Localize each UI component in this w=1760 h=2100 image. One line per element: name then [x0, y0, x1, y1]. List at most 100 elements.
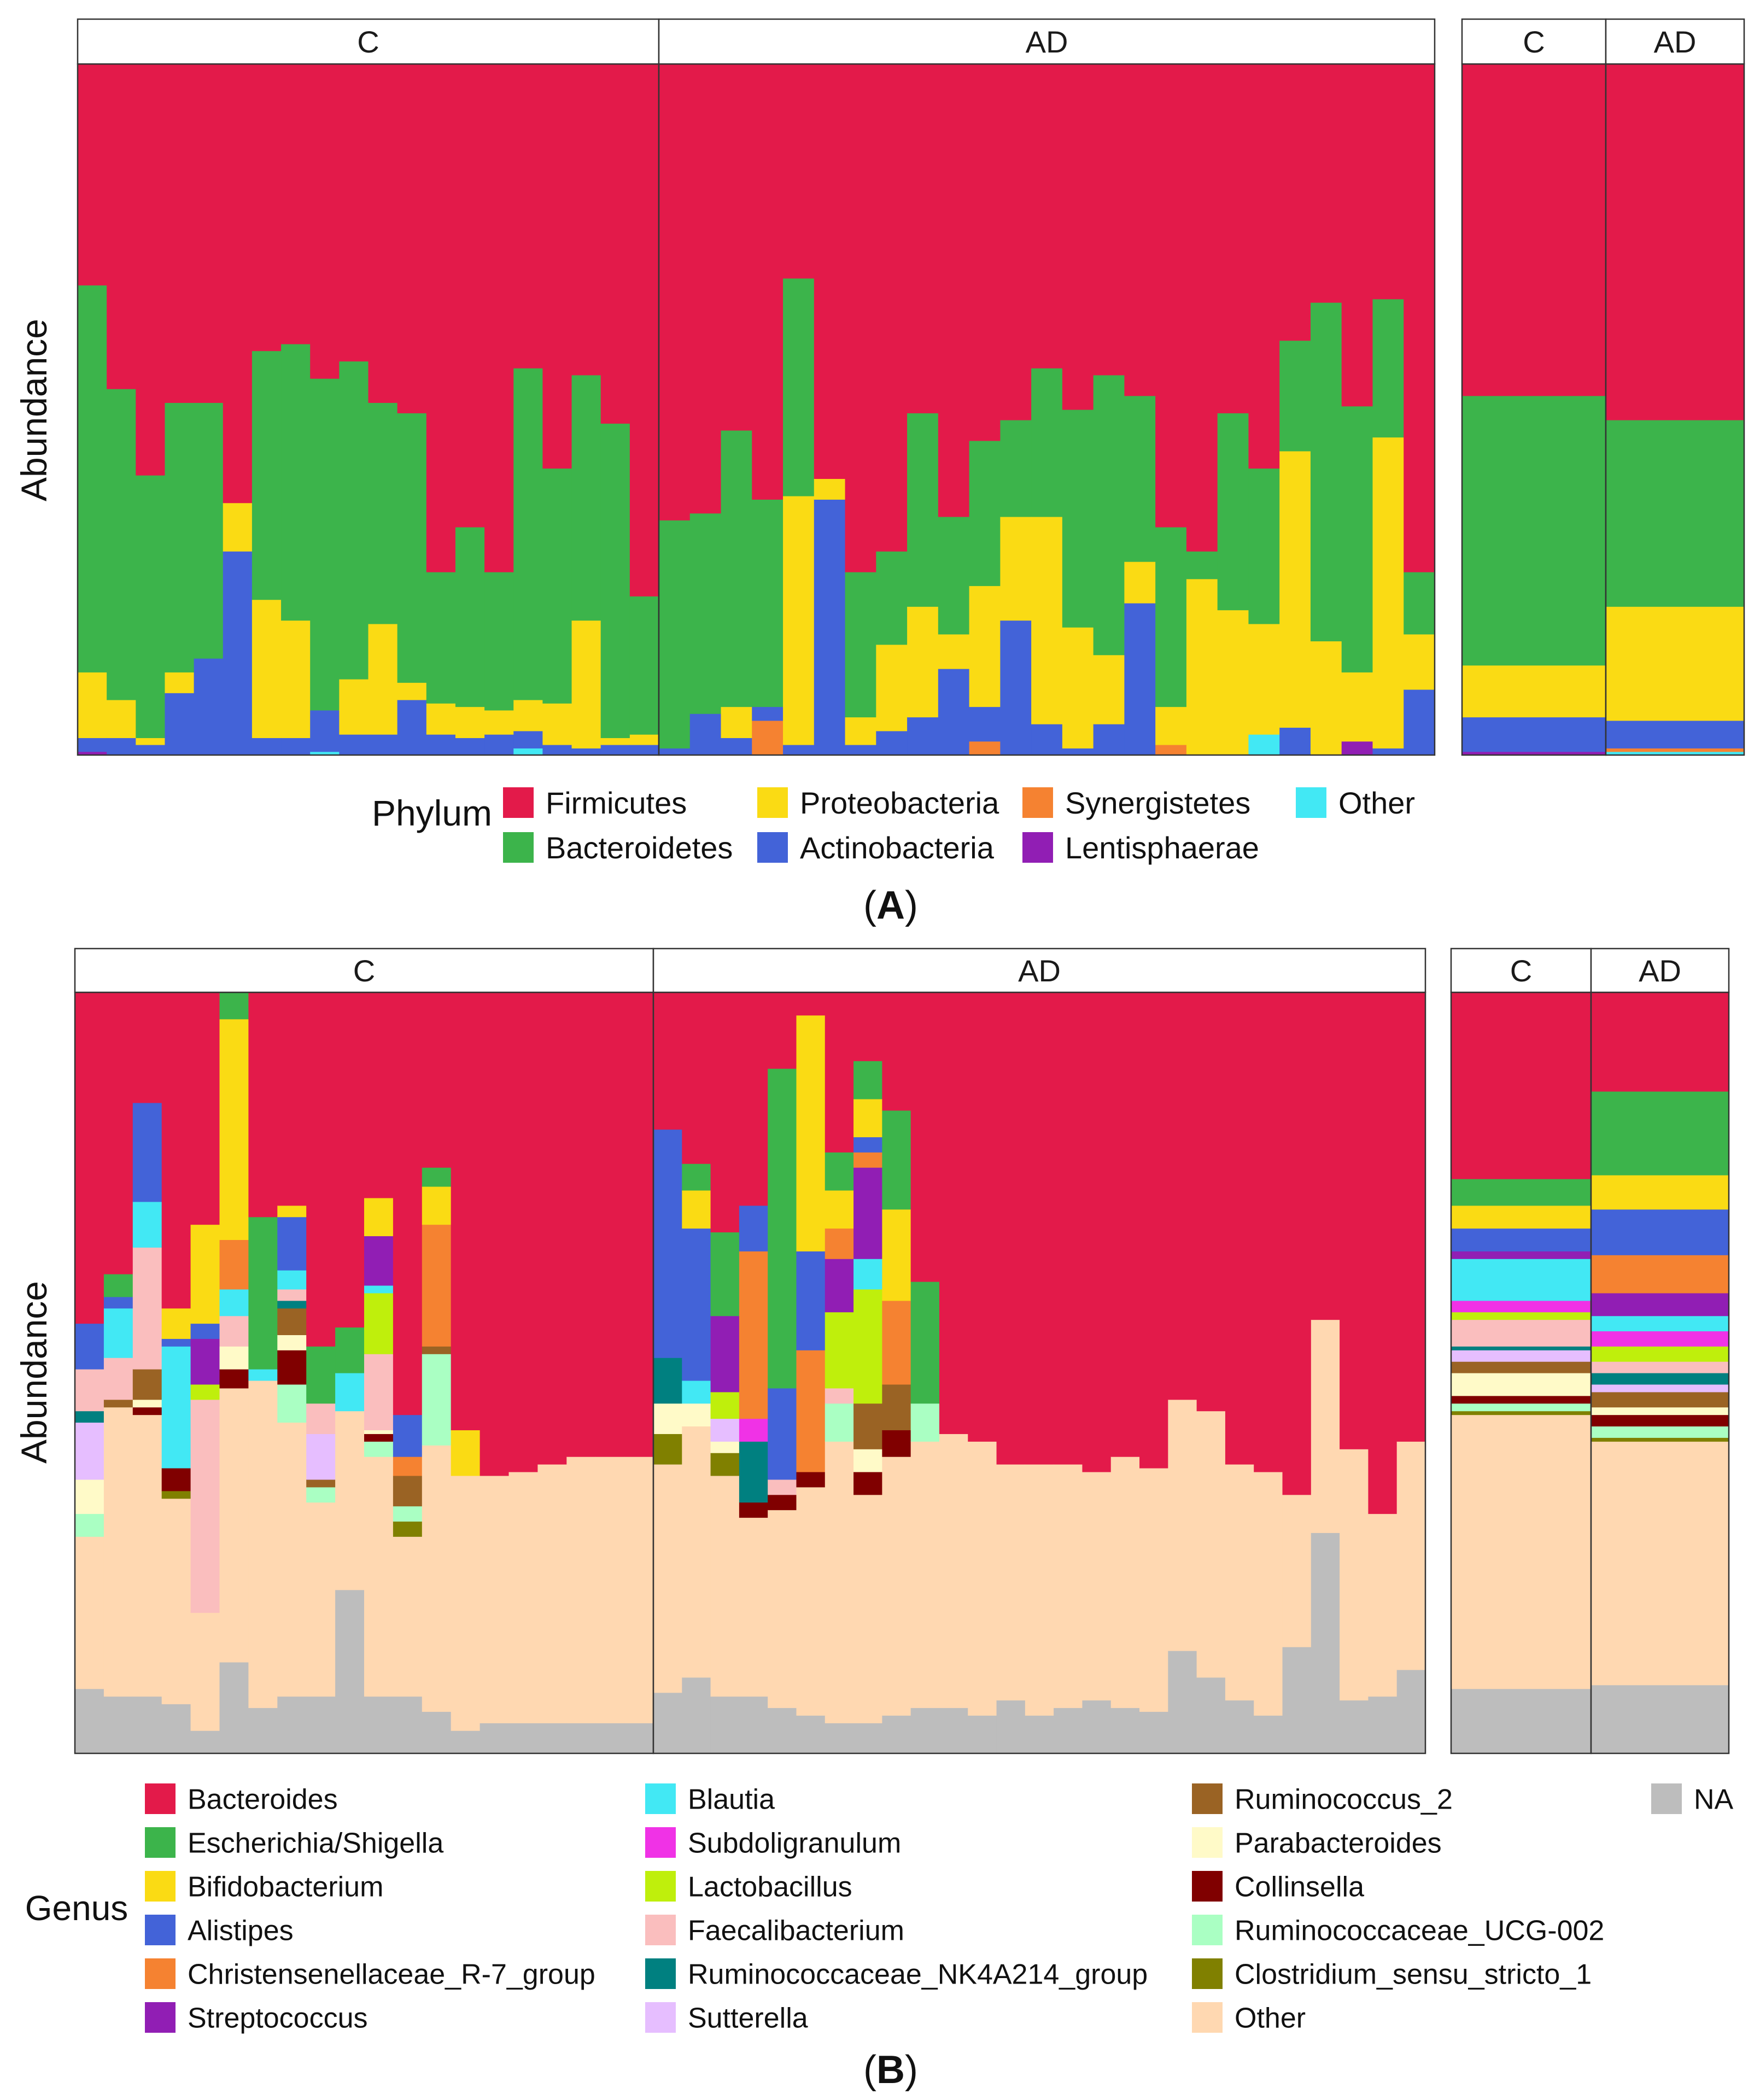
- bar-segment: [542, 703, 572, 745]
- bar-segment: [223, 502, 253, 552]
- bar-segment: [739, 1418, 768, 1442]
- bar-segment: [682, 1163, 711, 1191]
- bar-segment: [796, 1350, 826, 1472]
- bar-segment: [393, 1414, 423, 1457]
- facet-strip: [1461, 18, 1607, 65]
- bar-segment: [882, 1110, 911, 1210]
- bar-segment: [252, 64, 282, 352]
- bar-segment: [1168, 992, 1197, 1400]
- bar-segment: [853, 1289, 882, 1404]
- bar-segment: [542, 468, 572, 704]
- bar-segment: [710, 1453, 740, 1476]
- bar-segment: [1225, 992, 1254, 1465]
- bar-segment: [1155, 745, 1187, 756]
- bar-segment: [853, 1098, 882, 1138]
- bar-segment: [537, 1723, 567, 1754]
- legend-swatch: [145, 1958, 176, 1989]
- legend-item: Actinobacteria: [757, 830, 995, 865]
- legend-item: Parabacteroides: [1192, 1827, 1442, 1859]
- bar-segment: [368, 402, 398, 624]
- bar-segment: [306, 1502, 336, 1697]
- legend: Phylum Firmicutes Bacteroidetes Proteobacte…: [372, 786, 1415, 865]
- bar-segment: [968, 1441, 997, 1716]
- bar-segment: [710, 992, 740, 1233]
- facet-strip-label: C: [1523, 25, 1545, 59]
- bar-segment: [252, 350, 282, 600]
- bar-segment: [190, 1338, 220, 1385]
- legend-item: Christensenellaceae_R-7_group: [145, 1958, 595, 1991]
- bar-segment: [721, 430, 752, 707]
- bar-segment: [426, 703, 456, 735]
- bar-segment: [1591, 1331, 1729, 1347]
- bar-segment: [653, 1464, 682, 1693]
- bar-segment: [752, 499, 783, 707]
- facet-strip: [1450, 947, 1592, 993]
- bar-segment: [1591, 1414, 1729, 1427]
- bar-segment: [1451, 1319, 1592, 1347]
- legend-item: Bacteroides: [145, 1783, 338, 1816]
- bar-segment: [364, 1434, 394, 1442]
- bar-segment: [393, 1521, 423, 1537]
- bar-segment: [281, 64, 311, 344]
- bar-segment: [710, 1696, 740, 1754]
- bar-segment: [1054, 1464, 1083, 1709]
- bar-segment: [1186, 64, 1218, 552]
- bar-segment: [277, 1696, 307, 1754]
- bar-segment: [537, 1464, 567, 1723]
- bar-segment: [364, 1197, 394, 1237]
- bar-segment: [938, 634, 970, 669]
- bar-segment: [1254, 992, 1283, 1472]
- legend-item: Sutterella: [645, 2002, 808, 2034]
- legend-swatch: [645, 1958, 676, 1989]
- bar-segment: [1000, 516, 1032, 621]
- bar-segment: [969, 586, 1001, 707]
- bar-segment: [103, 1308, 133, 1358]
- bar-segment: [853, 992, 882, 1061]
- bar-segment: [1082, 992, 1112, 1472]
- bar-segment: [1591, 1315, 1729, 1332]
- bar-segment: [1591, 1437, 1729, 1442]
- bar-segment: [1196, 992, 1226, 1412]
- bar-segment: [107, 64, 136, 389]
- bar-segment: [825, 1190, 854, 1229]
- bar-segment: [393, 1696, 423, 1754]
- bar-segment: [335, 1589, 365, 1754]
- bar-segment: [364, 1441, 394, 1457]
- bar-segment: [393, 1536, 423, 1697]
- bar-segment: [281, 343, 311, 621]
- bar-segment: [1591, 1175, 1729, 1210]
- legend-item: Bifidobacterium: [145, 1871, 383, 1903]
- bar-segment: [939, 992, 968, 1434]
- legend-item: Bacteroidetes: [503, 830, 733, 865]
- bar-segment: [624, 1723, 654, 1754]
- bar-segment: [368, 623, 398, 735]
- bar-segment: [1186, 578, 1218, 756]
- bar-segment: [513, 699, 543, 732]
- bar-segment: [1591, 1441, 1729, 1686]
- bar-segment: [882, 1456, 911, 1716]
- legend-label: Lactobacillus: [688, 1871, 852, 1903]
- bar-segment: [194, 402, 224, 659]
- bar-segment: [513, 730, 543, 748]
- bar-segment: [1093, 64, 1125, 376]
- bar-segment: [422, 1186, 452, 1225]
- bar-segment: [600, 738, 630, 745]
- legend-item: Other: [1192, 2002, 1306, 2034]
- bar-segment: [768, 1388, 797, 1480]
- bar-segment: [853, 1449, 882, 1472]
- legend-swatch: [1296, 787, 1326, 818]
- bar-segment: [796, 992, 826, 1016]
- bar-segment: [508, 1723, 538, 1754]
- bar-segment: [682, 992, 711, 1164]
- legend-label: NA: [1694, 1784, 1734, 1816]
- bar-segment: [600, 423, 630, 738]
- bar-segment: [938, 669, 970, 756]
- bar-segment: [422, 1445, 452, 1712]
- bar-segment: [339, 734, 369, 756]
- bar-segment: [165, 693, 195, 756]
- bar-segment: [1451, 1251, 1592, 1259]
- bar-segment: [1279, 64, 1311, 341]
- bar-segment: [132, 1414, 162, 1697]
- bar-segment: [306, 1479, 336, 1488]
- bar-segment: [1062, 64, 1094, 410]
